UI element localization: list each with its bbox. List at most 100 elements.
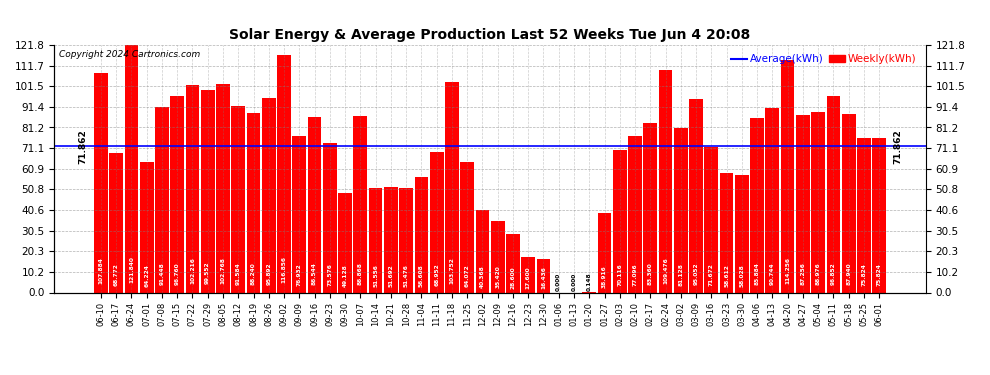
Bar (750, 118, 764, 292)
Text: 87.256: 87.256 (800, 262, 806, 285)
Bar (232, 106, 246, 292)
Text: 75.824: 75.824 (861, 263, 866, 286)
Text: 96.852: 96.852 (831, 262, 836, 285)
Text: 114.256: 114.256 (785, 256, 790, 284)
Text: 83.360: 83.360 (647, 262, 652, 285)
Text: 71.862: 71.862 (78, 129, 87, 164)
Bar (491, 220, 505, 292)
Text: 56.608: 56.608 (419, 264, 424, 287)
Text: 0.148: 0.148 (587, 273, 592, 291)
Bar (384, 188, 398, 292)
Bar (125, 45, 139, 292)
Text: 95.892: 95.892 (266, 262, 271, 285)
Text: 76.932: 76.932 (297, 263, 302, 286)
Legend: Average(kWh), Weekly(kWh): Average(kWh), Weekly(kWh) (727, 50, 921, 69)
Bar (644, 123, 657, 292)
Text: 38.916: 38.916 (602, 266, 607, 288)
Bar (185, 85, 199, 292)
Bar (308, 117, 322, 292)
Text: 49.128: 49.128 (343, 265, 347, 288)
Bar (323, 143, 337, 292)
Text: 121.840: 121.840 (129, 256, 134, 283)
Text: 51.476: 51.476 (404, 264, 409, 287)
Bar (155, 106, 169, 292)
Bar (247, 113, 260, 292)
Text: 0.000: 0.000 (571, 273, 576, 291)
Text: 40.368: 40.368 (480, 265, 485, 288)
Text: 109.476: 109.476 (663, 257, 668, 284)
Text: 116.856: 116.856 (281, 256, 286, 284)
Bar (842, 114, 855, 292)
Text: 17.600: 17.600 (526, 267, 531, 290)
Bar (506, 234, 520, 292)
Text: Copyright 2024 Cartronics.com: Copyright 2024 Cartronics.com (58, 50, 200, 59)
Text: 86.868: 86.868 (357, 262, 363, 285)
Text: 87.940: 87.940 (846, 262, 851, 285)
Text: 64.072: 64.072 (464, 264, 469, 286)
Bar (94, 73, 108, 292)
Bar (765, 108, 779, 292)
Bar (735, 175, 748, 292)
Bar (781, 60, 795, 292)
Text: 90.744: 90.744 (770, 262, 775, 285)
Text: 86.544: 86.544 (312, 262, 317, 285)
Text: 75.824: 75.824 (877, 263, 882, 286)
Bar (811, 112, 825, 292)
Text: 107.884: 107.884 (98, 257, 103, 284)
Bar (170, 96, 184, 292)
Bar (857, 138, 871, 292)
Text: 88.240: 88.240 (251, 262, 256, 285)
Text: 16.436: 16.436 (541, 267, 545, 290)
Bar (262, 98, 275, 292)
Text: 91.448: 91.448 (159, 262, 164, 285)
Text: 91.584: 91.584 (236, 262, 241, 285)
Text: 70.116: 70.116 (617, 264, 623, 286)
Bar (598, 213, 612, 292)
Text: 96.760: 96.760 (174, 262, 180, 285)
Bar (628, 136, 642, 292)
Text: 68.772: 68.772 (114, 263, 119, 286)
Text: 103.752: 103.752 (449, 257, 454, 284)
Bar (277, 55, 291, 292)
Text: 102.216: 102.216 (190, 257, 195, 284)
Bar (705, 147, 718, 292)
Text: 85.884: 85.884 (754, 262, 759, 285)
Text: 71.862: 71.862 (893, 129, 902, 164)
Text: 58.612: 58.612 (724, 264, 729, 287)
Text: 35.420: 35.420 (495, 266, 500, 288)
Text: 99.552: 99.552 (205, 262, 210, 284)
Text: 64.224: 64.224 (145, 264, 149, 286)
Bar (216, 84, 230, 292)
Bar (201, 90, 215, 292)
Text: 73.576: 73.576 (328, 263, 333, 286)
Bar (475, 210, 489, 292)
Text: 77.096: 77.096 (633, 263, 638, 286)
Bar (613, 150, 627, 292)
Bar (430, 152, 444, 292)
Bar (827, 96, 841, 292)
Bar (415, 177, 429, 292)
Text: 88.976: 88.976 (816, 262, 821, 285)
Text: 28.600: 28.600 (511, 266, 516, 289)
Text: 0.000: 0.000 (556, 273, 561, 291)
Text: 81.128: 81.128 (678, 262, 683, 285)
Text: 58.028: 58.028 (740, 264, 744, 287)
Text: 51.692: 51.692 (388, 265, 393, 287)
Bar (460, 162, 474, 292)
Text: 68.952: 68.952 (435, 264, 440, 286)
Bar (353, 116, 367, 292)
Text: 95.052: 95.052 (694, 262, 699, 285)
Bar (368, 188, 382, 292)
Bar (689, 99, 703, 292)
Bar (796, 115, 810, 292)
Text: 51.556: 51.556 (373, 264, 378, 287)
Bar (537, 259, 550, 292)
Text: 71.672: 71.672 (709, 263, 714, 286)
Bar (446, 82, 458, 292)
Text: 102.768: 102.768 (221, 257, 226, 284)
Bar (292, 136, 306, 292)
Bar (399, 188, 413, 292)
Bar (872, 138, 886, 292)
Bar (140, 162, 153, 292)
Title: Solar Energy & Average Production Last 52 Weeks Tue Jun 4 20:08: Solar Energy & Average Production Last 5… (230, 28, 750, 42)
